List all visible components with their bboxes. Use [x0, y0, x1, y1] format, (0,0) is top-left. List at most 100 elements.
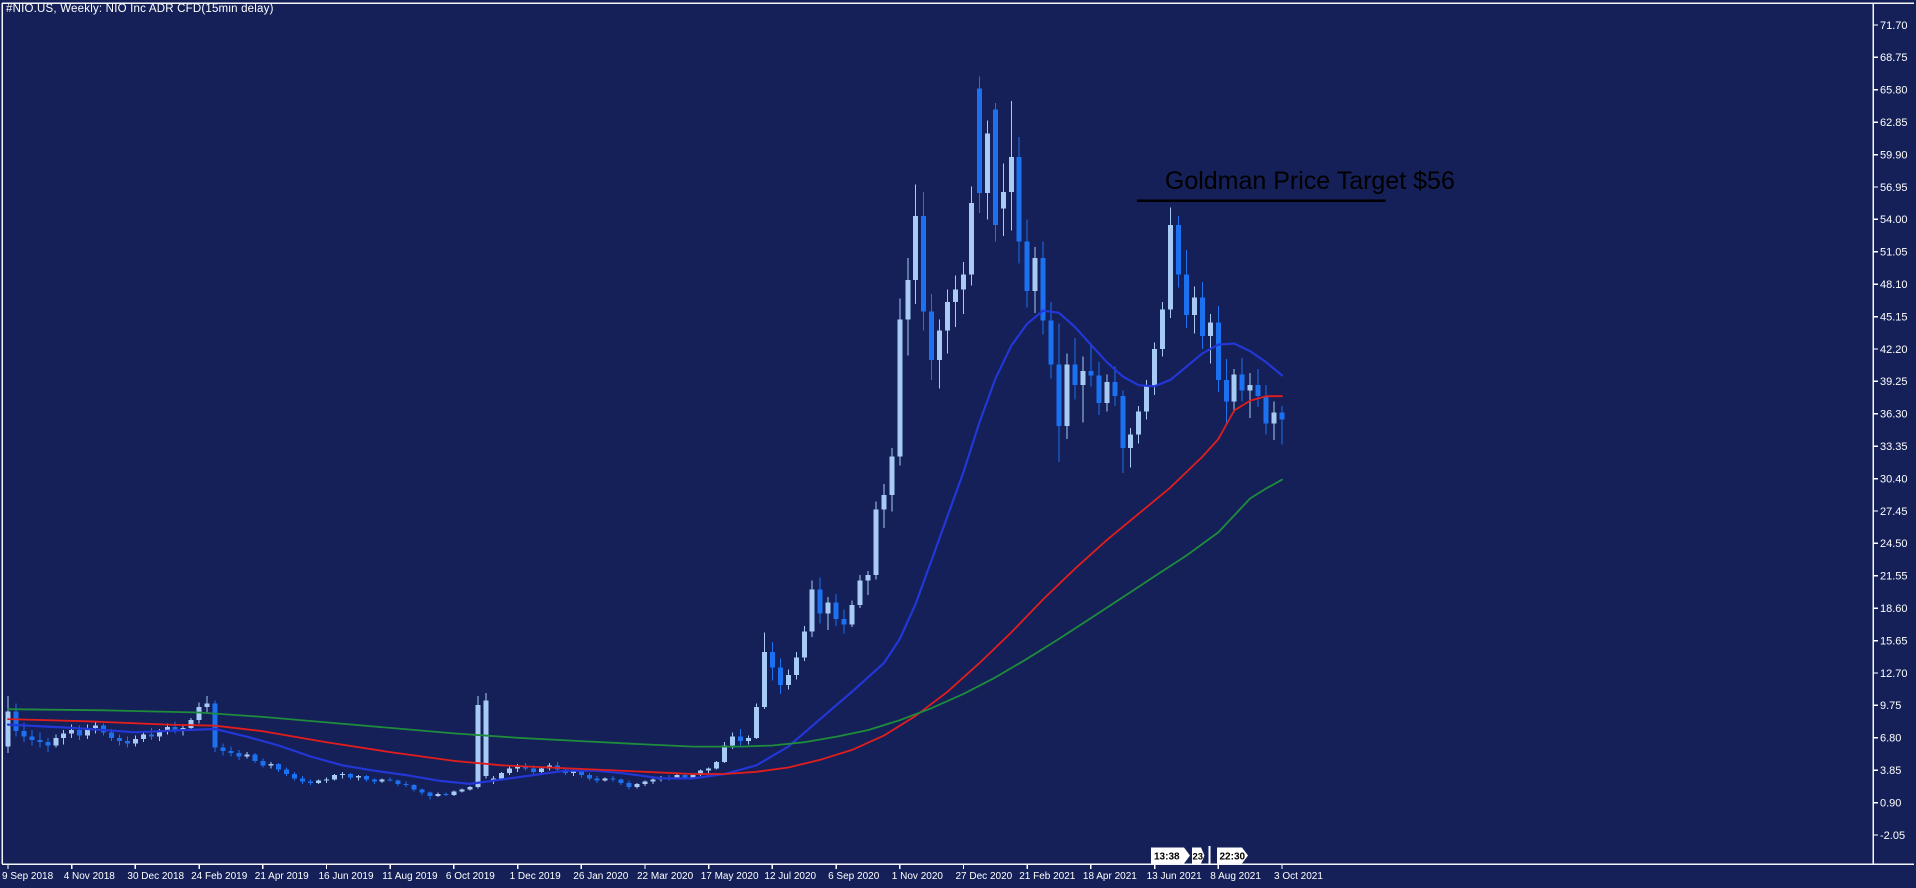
candle-body: [1144, 386, 1150, 412]
candle-body: [507, 768, 513, 773]
candle-body: [276, 764, 282, 770]
candle-body: [921, 216, 927, 312]
candle-body: [220, 747, 226, 751]
candle-body: [1024, 241, 1030, 291]
candle-body: [284, 769, 290, 775]
time-axis-label: 11 Aug 2019: [382, 871, 438, 882]
candle-body: [403, 783, 409, 786]
candle-body: [411, 785, 417, 790]
candle-body: [1255, 385, 1261, 397]
candle-body: [363, 776, 369, 780]
candle-body: [650, 779, 656, 782]
candle-body: [1223, 379, 1229, 402]
price-axis-label: 30.40: [1880, 473, 1908, 485]
candle-body: [355, 776, 361, 778]
time-badge-shape[interactable]: [1151, 847, 1190, 864]
price-axis-label: 18.60: [1880, 603, 1908, 615]
time-axis-label: 21 Feb 2021: [1019, 871, 1076, 882]
candle-body: [523, 766, 529, 769]
candle-body: [722, 745, 728, 762]
candle-body: [37, 739, 43, 743]
candle-body: [443, 793, 449, 796]
time-badge-shape[interactable]: [1192, 847, 1205, 864]
candle-body: [690, 775, 696, 778]
candle-body: [371, 779, 377, 782]
candle-body: [395, 780, 401, 784]
candle-body: [435, 793, 441, 797]
time-axis-label: 27 Dec 2020: [956, 871, 1013, 882]
time-axis-label: 16 Jun 2019: [319, 871, 374, 882]
candle-body: [515, 766, 521, 769]
time-axis-label: 3 Oct 2021: [1274, 871, 1323, 882]
candle-body: [1000, 191, 1006, 209]
moving-averages-layer: [6, 309, 1284, 786]
annotation-text[interactable]: Goldman Price Target $56: [1164, 166, 1455, 195]
candle-body: [833, 602, 839, 620]
candle-body: [682, 775, 688, 778]
candle-body: [5, 711, 11, 747]
time-scale[interactable]: 9 Sep 2018 4 Nov 2018 30 Dec 2018 24 Feb 20…: [2, 865, 1323, 882]
price-axis-label: 51.05: [1880, 247, 1908, 259]
time-axis-label: 1 Nov 2020: [892, 871, 944, 882]
candle-body: [1168, 224, 1174, 310]
candle-body: [1016, 156, 1022, 242]
time-badge-shape[interactable]: [1217, 847, 1248, 864]
chart-frame: [1, 2, 1914, 865]
candle-body: [1056, 364, 1062, 426]
candle-body: [674, 775, 680, 779]
candle-body: [308, 781, 314, 783]
candle-body: [634, 783, 640, 788]
time-axis-label: 24 Feb 2019: [191, 871, 248, 882]
candle-body: [427, 792, 433, 797]
time-badge-label[interactable]: 13:38: [1154, 852, 1180, 863]
candle-body: [339, 774, 345, 776]
price-axis-label: 3.85: [1880, 765, 1901, 777]
candle-body: [451, 791, 457, 795]
candle-body: [857, 580, 863, 605]
time-badges: 13:38 23 22:30: [1151, 846, 1248, 865]
time-badge-label[interactable]: 22:30: [1220, 852, 1246, 863]
candle-body: [132, 738, 138, 744]
time-axis-label: 12 Jul 2020: [764, 871, 816, 882]
candle-body: [1231, 374, 1237, 402]
price-axis-label: 24.50: [1880, 538, 1908, 550]
time-axis-label: 4 Nov 2018: [64, 871, 116, 882]
candle-body: [499, 772, 505, 779]
candle-body: [156, 731, 162, 737]
candle-body: [1271, 412, 1277, 424]
price-axis-label: 42.20: [1880, 344, 1908, 356]
candle-body: [236, 753, 242, 757]
candle-body: [1120, 396, 1126, 448]
candle-body: [21, 731, 27, 737]
price-axis-label: 0.90: [1880, 797, 1901, 809]
candle-body: [331, 775, 337, 780]
candle-body: [204, 703, 210, 708]
price-axis-label: 59.90: [1880, 149, 1908, 161]
candle-body: [1279, 412, 1285, 420]
candle-body: [228, 750, 234, 754]
price-axis-label: 21.55: [1880, 571, 1908, 583]
time-badge-label[interactable]: 23: [1193, 852, 1204, 863]
candle-body: [714, 761, 720, 769]
candle-body: [148, 734, 154, 737]
candle-body: [188, 720, 194, 728]
price-axis-label: 62.85: [1880, 117, 1908, 129]
candle-body: [881, 495, 887, 510]
candle-body: [467, 787, 473, 790]
candle-body: [116, 737, 122, 742]
candle-body: [849, 604, 855, 625]
candle-body: [1008, 156, 1014, 192]
candle-body: [578, 770, 584, 776]
candle-body: [268, 764, 274, 766]
candle-body: [913, 216, 919, 280]
slow-ma-line: [7, 478, 1283, 748]
candle-body: [586, 775, 592, 779]
time-axis-label: 26 Jan 2020: [573, 871, 628, 882]
fast-ma-line: [6, 309, 1284, 786]
time-axis-label: 17 May 2020: [701, 871, 759, 882]
candle-body: [124, 741, 130, 744]
candle-body: [164, 726, 170, 732]
candle-body: [109, 732, 115, 738]
price-scale[interactable]: 71.70 68.75 65.80 62.85 59.90 56.95 54.00 51.05…: [1873, 20, 1908, 842]
